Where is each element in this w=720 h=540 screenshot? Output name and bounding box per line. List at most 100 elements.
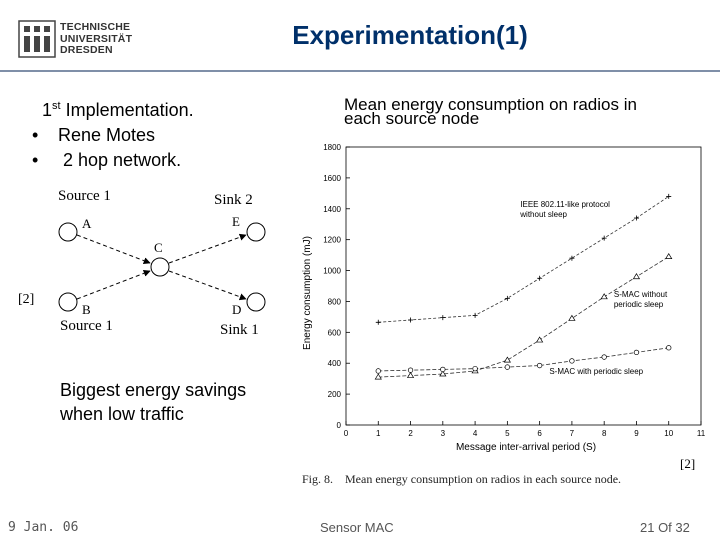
bullet-item: • Rene Motes <box>30 123 194 148</box>
bullet-heading: 1st Implementation. <box>30 94 194 123</box>
x-tick-label: 10 <box>664 429 673 438</box>
series-triangle <box>374 252 673 380</box>
data-point <box>472 365 478 372</box>
annotation-line: IEEE 802.11-like protocol <box>520 200 610 209</box>
university-logo: TECHNISCHE UNIVERSITÄT DRESDEN <box>18 20 138 60</box>
data-point <box>632 273 641 280</box>
y-tick-label: 400 <box>328 359 342 368</box>
data-point <box>569 255 575 261</box>
slide-title: Experimentation(1) <box>292 20 528 50</box>
figure-caption: Fig. 8. Mean energy consumption on radio… <box>302 472 622 486</box>
label-node-e: E <box>232 214 240 229</box>
data-point <box>375 319 381 325</box>
node-b-circle <box>58 292 78 312</box>
data-point <box>666 193 672 199</box>
heading-ordinal: st <box>52 100 61 112</box>
plot-frame <box>345 146 702 426</box>
savings-line-1: Biggest energy savings <box>60 380 247 400</box>
label-source1-bottom: Source 1 <box>60 318 113 334</box>
label-node-c: C <box>154 240 163 255</box>
series-line <box>378 196 669 323</box>
heading-text: Implementation. <box>60 100 194 120</box>
data-point <box>374 373 382 380</box>
data-point <box>537 275 543 281</box>
label-node-d: D <box>232 302 241 317</box>
annotation-line: S-MAC without <box>614 290 668 299</box>
university-logo-icon <box>18 20 56 58</box>
node-c-circle <box>150 257 170 277</box>
data-point <box>633 215 639 221</box>
bullet-text: Rene Motes <box>58 125 156 145</box>
footer-date: 9 Jan. 06 <box>8 520 79 535</box>
series-annotation: S-MAC without periodic sleep <box>614 290 668 309</box>
data-point <box>600 293 608 300</box>
x-axis-label: Message inter-arrival period (S) <box>456 442 596 453</box>
link-b-c <box>76 269 151 300</box>
footer-title: Sensor MAC <box>320 520 394 535</box>
x-tick-label: 9 <box>634 429 639 438</box>
link-a-c <box>76 234 151 265</box>
series-annotation: S-MAC with periodic sleep <box>549 367 643 376</box>
link-c-d <box>168 270 247 301</box>
data-point <box>440 366 446 373</box>
data-point <box>503 356 511 363</box>
chart-heading-line-1: Mean energy consumption on radios in <box>344 95 637 114</box>
data-point <box>569 358 575 364</box>
series-line <box>378 347 669 372</box>
data-point <box>472 312 478 318</box>
y-tick-label: 200 <box>328 390 342 399</box>
annotation-line: periodic sleep <box>614 300 664 309</box>
data-point <box>666 345 672 351</box>
series-annotation: IEEE 802.11-like protocol without sleep <box>519 200 610 219</box>
chart-axes: 0 200 400 600 800 1000 1200 1400 1600 1800 0 1 2 3 4 5 6… <box>323 143 705 438</box>
data-point <box>439 370 447 377</box>
x-tick-label: 5 <box>505 429 510 438</box>
x-tick-label: 0 <box>344 429 349 438</box>
bullet-item: • 2 hop network. <box>30 148 194 173</box>
node-e-circle <box>246 222 266 242</box>
footer-page-number: 21 Of 32 <box>640 520 690 535</box>
y-tick-label: 0 <box>337 421 342 430</box>
y-tick-label: 1200 <box>323 236 341 245</box>
x-tick-label: 4 <box>473 429 478 438</box>
y-tick-label: 1800 <box>323 143 341 152</box>
x-tick-label: 3 <box>441 429 446 438</box>
data-point <box>375 368 381 374</box>
x-tick-label: 11 <box>697 429 706 438</box>
link-c-e <box>168 233 247 264</box>
label-node-b: B <box>82 302 91 317</box>
figure-reference: [2] <box>680 456 696 471</box>
label-node-a: A <box>82 216 92 231</box>
y-tick-label: 1000 <box>323 267 341 276</box>
network-diagram: Source 1 Sink 2 A E C B D Source 1 Sink … <box>58 188 266 338</box>
series-line <box>378 256 669 378</box>
x-tick-label: 6 <box>537 429 542 438</box>
title-divider <box>0 70 720 72</box>
chart-annotations: IEEE 802.11-like protocol without sleep S-… <box>519 200 668 376</box>
data-point <box>601 354 607 360</box>
y-axis-label: Energy consumption (mJ) <box>302 236 313 350</box>
logo-line-1: TECHNISCHE <box>60 21 131 33</box>
node-a-circle <box>58 222 78 242</box>
logo-line-3: DRESDEN <box>60 44 113 56</box>
annotation-line: without sleep <box>519 210 567 219</box>
data-point <box>407 367 414 373</box>
bullet-list: 1st Implementation. • Rene Motes • 2 hop … <box>30 94 194 173</box>
x-tick-label: 7 <box>570 429 575 438</box>
savings-note: Biggest energy savings when low traffic <box>60 378 246 426</box>
y-tick-label: 800 <box>328 297 342 306</box>
savings-line-2: when low traffic <box>60 404 184 424</box>
chart-series <box>374 193 673 380</box>
x-tick-label: 8 <box>602 429 607 438</box>
x-tick-label: 1 <box>376 429 381 438</box>
y-tick-label: 1600 <box>323 174 341 183</box>
network-reference: [2] <box>18 292 35 307</box>
node-d-circle <box>246 292 266 312</box>
label-source1-top: Source 1 <box>58 188 111 204</box>
chart-heading: Mean energy consumption on radios in eac… <box>344 95 704 127</box>
series-circle <box>375 345 672 374</box>
annotation-line: S-MAC with periodic sleep <box>549 367 643 376</box>
label-sink1: Sink 1 <box>220 322 259 338</box>
data-point <box>408 317 414 323</box>
logo-text: TECHNISCHE UNIVERSITÄT DRESDEN <box>60 21 132 57</box>
